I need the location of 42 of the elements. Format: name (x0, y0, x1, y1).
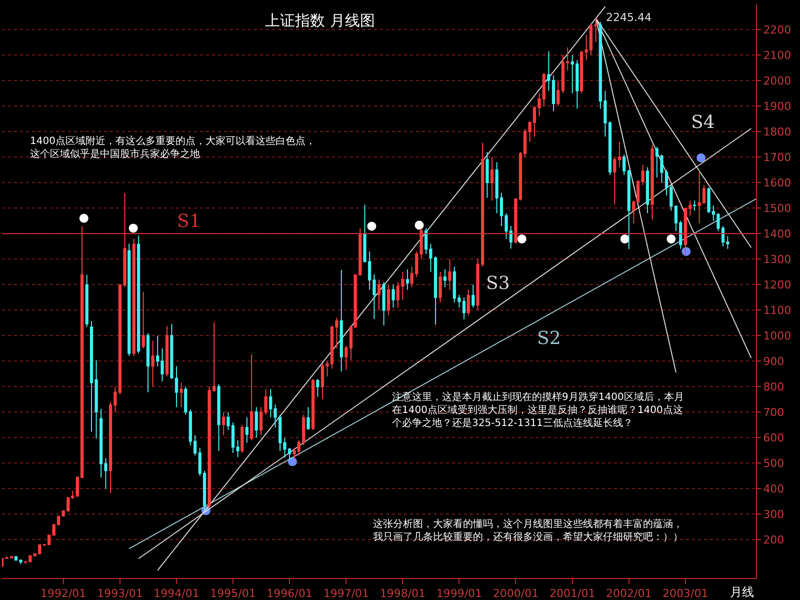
text: 上证指数 月线图 (265, 12, 375, 30)
y-tick-label: 1700 (763, 150, 792, 164)
y-tick-label: 400 (763, 482, 784, 496)
ref-line-label: S1 (177, 211, 201, 232)
y-tick-label: 600 (763, 432, 784, 445)
y-tick-label: 2100 (763, 48, 792, 62)
y-tick-label: 800 (763, 380, 784, 394)
x-tick-label: 2003/01 (662, 587, 708, 600)
annotation: 1400点区域附近，有这么多重要的点，大家可以看这些白色点，这个区域似乎是中国股市兵家必争之地 (30, 135, 316, 160)
y-tick-label: 900 (763, 355, 784, 368)
y-tick-label: 2000 (763, 74, 792, 88)
y-tick-label: 1000 (763, 329, 792, 342)
x-tick-label: 1992/01 (40, 587, 86, 600)
x-tick-label: 2002/01 (606, 587, 652, 600)
y-tick-label: 1400 (763, 227, 792, 240)
y-tick-label: 1500 (763, 202, 792, 215)
x-tick-label: 1998/01 (380, 587, 426, 600)
y-tick-label: 1900 (763, 100, 792, 113)
y-tick-label: 700 (763, 406, 784, 420)
y-tick-label: 1200 (763, 278, 792, 292)
x-tick-label: 1993/01 (97, 587, 143, 600)
x-tick-label: 1995/01 (210, 587, 256, 600)
x-tick-label: 1997/01 (323, 587, 370, 600)
series-label: S4 (691, 112, 715, 133)
y-tick-label: 1100 (763, 304, 792, 317)
text: 月线 (730, 585, 754, 599)
x-tick-label: 1994/01 (154, 587, 200, 600)
annotation: 2245.44 (606, 11, 652, 24)
x-tick-label: 2001/01 (550, 587, 596, 600)
y-tick-label: 2200 (763, 23, 792, 36)
y-tick-label: 200 (763, 534, 784, 547)
y-tick-label: 1600 (763, 176, 792, 190)
x-tick-label: 1996/01 (266, 587, 312, 600)
annotation: 这张分析图，大家看的懂吗，这个月线图里这些线都有着丰富的蕴涵，我只画了几条比较重要的，还有很多没画，希望大家仔细研究吧：）） (373, 518, 683, 543)
y-tick-label: 500 (763, 457, 784, 470)
series-label: S3 (486, 273, 510, 294)
y-tick-label: 1300 (763, 252, 792, 266)
x-tick-label: 1999/01 (436, 587, 482, 600)
y-tick-label: 1800 (763, 125, 792, 138)
x-tick-label: 2000/01 (492, 587, 539, 600)
series-label: S2 (537, 328, 561, 349)
y-tick-label: 300 (763, 508, 784, 522)
